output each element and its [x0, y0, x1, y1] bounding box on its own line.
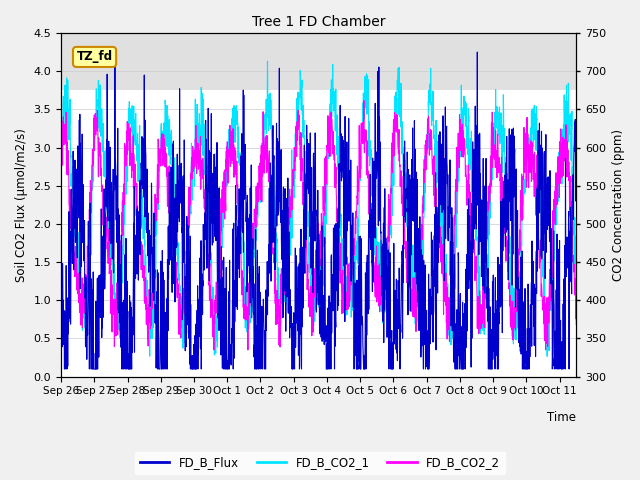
FD_B_Flux	[558, 366, 566, 372]
FD_B_CO2_2	[558, 174, 566, 180]
Line: FD_B_CO2_2: FD_B_CO2_2	[61, 100, 576, 350]
FD_B_CO2_1	[83, 310, 91, 315]
Y-axis label: Soil CO2 Flux (μmol/m2/s): Soil CO2 Flux (μmol/m2/s)	[15, 128, 28, 282]
FD_B_Flux	[61, 366, 68, 372]
FD_B_Flux	[308, 214, 316, 220]
FD_B_CO2_1	[557, 156, 565, 162]
FD_B_Flux	[84, 332, 92, 338]
FD_B_CO2_2	[463, 187, 471, 193]
Legend: FD_B_Flux, FD_B_CO2_1, FD_B_CO2_2: FD_B_Flux, FD_B_CO2_1, FD_B_CO2_2	[135, 452, 505, 474]
FD_B_Flux	[57, 330, 65, 336]
FD_B_CO2_2	[572, 322, 580, 327]
Title: Tree 1 FD Chamber: Tree 1 FD Chamber	[252, 15, 385, 29]
FD_B_CO2_1	[558, 181, 566, 187]
FD_B_Flux	[111, 49, 119, 55]
Text: TZ_fd: TZ_fd	[77, 50, 113, 63]
Y-axis label: CO2 Concentration (ppm): CO2 Concentration (ppm)	[612, 129, 625, 281]
Line: FD_B_Flux: FD_B_Flux	[61, 52, 576, 369]
FD_B_CO2_1	[57, 163, 65, 168]
FD_B_CO2_2	[294, 108, 302, 113]
FD_B_CO2_2	[57, 151, 65, 157]
FD_B_CO2_2	[360, 97, 368, 103]
FD_B_CO2_2	[308, 333, 316, 339]
FD_B_CO2_1	[294, 117, 302, 122]
FD_B_CO2_2	[210, 347, 218, 353]
FD_B_Flux	[572, 195, 580, 201]
FD_B_CO2_1	[264, 58, 271, 64]
FD_B_Flux	[294, 352, 302, 358]
FD_B_CO2_1	[308, 257, 316, 263]
FD_B_CO2_1	[543, 353, 551, 359]
Line: FD_B_CO2_1: FD_B_CO2_1	[61, 61, 576, 356]
FD_B_CO2_1	[463, 123, 471, 129]
FD_B_CO2_2	[557, 154, 565, 160]
X-axis label: Time: Time	[547, 411, 576, 424]
Bar	[61, 33, 576, 90]
FD_B_Flux	[463, 328, 471, 334]
FD_B_CO2_1	[572, 259, 580, 264]
FD_B_CO2_2	[83, 243, 91, 249]
FD_B_Flux	[557, 356, 565, 362]
